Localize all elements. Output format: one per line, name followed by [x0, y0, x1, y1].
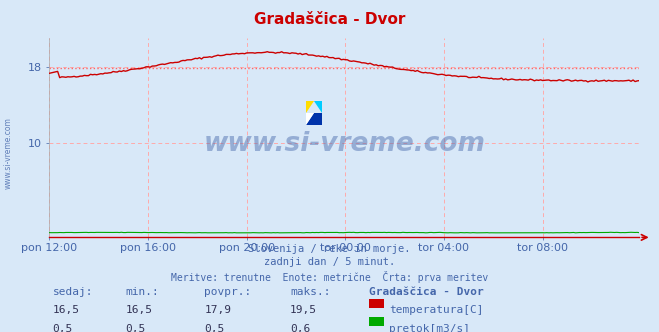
Text: maks.:: maks.:: [290, 287, 330, 297]
Text: pretok[m3/s]: pretok[m3/s]: [389, 324, 470, 332]
Text: sedaj:: sedaj:: [53, 287, 93, 297]
Polygon shape: [306, 113, 322, 124]
Text: 16,5: 16,5: [125, 305, 152, 315]
Text: Gradaščica - Dvor: Gradaščica - Dvor: [254, 12, 405, 27]
Text: povpr.:: povpr.:: [204, 287, 252, 297]
Text: min.:: min.:: [125, 287, 159, 297]
Text: 0,5: 0,5: [53, 324, 73, 332]
Polygon shape: [306, 101, 314, 113]
Text: 0,5: 0,5: [125, 324, 146, 332]
Text: Gradaščica - Dvor: Gradaščica - Dvor: [369, 287, 484, 297]
Polygon shape: [314, 101, 322, 113]
Text: 0,6: 0,6: [290, 324, 310, 332]
Text: 17,9: 17,9: [204, 305, 231, 315]
Text: www.si-vreme.com: www.si-vreme.com: [3, 117, 13, 189]
Text: Meritve: trenutne  Enote: metrične  Črta: prva meritev: Meritve: trenutne Enote: metrične Črta: …: [171, 271, 488, 283]
Text: 16,5: 16,5: [53, 305, 80, 315]
Text: www.si-vreme.com: www.si-vreme.com: [204, 131, 485, 157]
Polygon shape: [306, 113, 314, 124]
Text: temperatura[C]: temperatura[C]: [389, 305, 483, 315]
Text: Slovenija / reke in morje.: Slovenija / reke in morje.: [248, 244, 411, 254]
Text: zadnji dan / 5 minut.: zadnji dan / 5 minut.: [264, 257, 395, 267]
Text: 19,5: 19,5: [290, 305, 317, 315]
Text: 0,5: 0,5: [204, 324, 225, 332]
